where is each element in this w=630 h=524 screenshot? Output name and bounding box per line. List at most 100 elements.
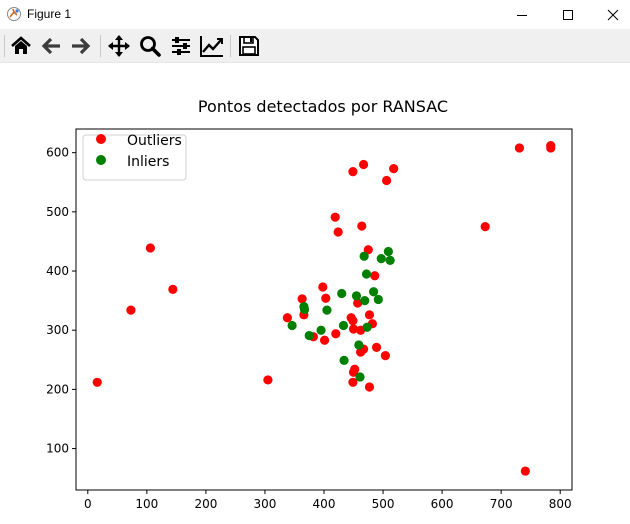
inlier-point <box>299 304 310 315</box>
outlier-point <box>126 305 136 315</box>
legend-box <box>82 134 187 181</box>
outlier-point <box>331 329 341 339</box>
inlier-point <box>362 322 372 332</box>
window-title: Figure 1 <box>27 7 72 21</box>
legend: Outliers Inliers <box>82 133 187 181</box>
inlier-point <box>355 372 365 382</box>
outlier-point <box>380 351 391 361</box>
outlier-point <box>333 227 343 237</box>
floppy-disk-icon <box>239 36 259 56</box>
y-tick-label: 200 <box>46 382 69 396</box>
outlier-point <box>358 159 369 170</box>
y-tick-label: 300 <box>46 323 69 337</box>
maximize-button[interactable] <box>545 0 591 29</box>
inlier-point <box>376 254 386 264</box>
inlier-point <box>361 269 372 279</box>
toolbar-separator <box>230 35 231 57</box>
outlier-point <box>321 293 331 303</box>
zoom-button[interactable] <box>137 33 163 59</box>
close-button[interactable] <box>590 0 630 29</box>
scatter-chart: Pontos detectados por RANSAC 0 100 200 300 4… <box>46 97 573 511</box>
outlier-point <box>364 310 375 320</box>
outlier-point <box>297 294 307 304</box>
app-icon <box>7 7 21 21</box>
outlier-point <box>92 377 102 387</box>
home-icon <box>11 36 31 54</box>
x-tick-label: 0 <box>84 497 92 511</box>
inlier-point <box>351 291 362 301</box>
outlier-point <box>546 143 556 153</box>
inlier-point <box>369 287 379 297</box>
inlier-point <box>322 305 332 315</box>
x-tick-label: 800 <box>549 497 572 511</box>
inlier-point <box>359 251 369 261</box>
outlier-point <box>145 243 155 253</box>
x-tick-label: 200 <box>194 497 217 511</box>
close-icon <box>607 9 619 20</box>
subplots-button[interactable] <box>168 33 194 59</box>
x-tick-label: 300 <box>253 497 276 511</box>
save-button[interactable] <box>236 33 262 59</box>
minimize-icon <box>517 14 527 16</box>
move-icon <box>108 35 130 57</box>
x-tick-label: 600 <box>431 497 454 511</box>
inlier-point <box>316 325 326 335</box>
toolbar <box>0 29 630 63</box>
sliders-icon <box>172 37 190 55</box>
inlier-point <box>338 320 349 331</box>
magnifier-icon <box>140 36 161 57</box>
outlier-point <box>370 271 380 281</box>
x-tick-label: 100 <box>135 497 158 511</box>
toolbar-grip <box>4 35 5 57</box>
figure-canvas[interactable]: Pontos detectados por RANSAC 0 100 200 300 4… <box>0 63 630 524</box>
inlier-point <box>304 330 314 341</box>
line-chart-icon <box>200 36 223 57</box>
legend-outliers-label: Outliers <box>127 133 182 149</box>
inlier-point <box>337 288 347 299</box>
outlier-point <box>330 212 340 222</box>
outlier-point <box>168 284 178 294</box>
outlier-point <box>514 143 525 153</box>
outlier-point <box>480 222 490 232</box>
y-tick-label: 600 <box>46 146 69 160</box>
outlier-point <box>348 324 359 334</box>
inlier-point <box>385 255 395 265</box>
inlier-point <box>360 296 370 306</box>
inlier-point <box>354 340 364 350</box>
inlier-point <box>287 320 297 331</box>
outlier-point <box>353 298 363 308</box>
x-tick-label: 500 <box>372 497 395 511</box>
edit-axis-button[interactable] <box>199 33 225 59</box>
plot-area <box>75 128 573 491</box>
outlier-point <box>350 364 360 374</box>
outlier-point <box>357 221 367 231</box>
maximize-icon <box>563 9 573 20</box>
outlier-point <box>364 382 375 392</box>
outlier-point <box>318 282 328 292</box>
outlier-point <box>282 313 292 323</box>
y-tick-label: 100 <box>46 442 69 456</box>
pan-button[interactable] <box>106 33 132 59</box>
chart-title: Pontos detectados por RANSAC <box>198 97 448 116</box>
outlier-point <box>348 167 358 177</box>
outlier-point <box>319 335 330 345</box>
outlier-point <box>381 175 392 186</box>
outlier-point <box>389 164 399 174</box>
title-bar: Figure 1 <box>0 0 630 29</box>
x-tick-label: 700 <box>490 497 513 511</box>
y-tick-label: 500 <box>46 205 69 219</box>
outlier-point <box>263 375 273 385</box>
home-button[interactable] <box>8 33 34 59</box>
legend-inliers-label: Inliers <box>127 154 169 170</box>
inlier-point <box>383 246 393 257</box>
arrow-left-icon <box>41 37 60 55</box>
outlier-point <box>348 316 358 326</box>
outlier-point <box>520 466 530 476</box>
forward-button[interactable] <box>68 33 94 59</box>
arrow-right-icon <box>72 37 91 55</box>
inlier-point <box>339 355 349 365</box>
minimize-button[interactable] <box>499 0 545 29</box>
back-button[interactable] <box>38 33 64 59</box>
legend-outliers-marker <box>96 134 106 144</box>
outlier-point <box>348 377 358 387</box>
